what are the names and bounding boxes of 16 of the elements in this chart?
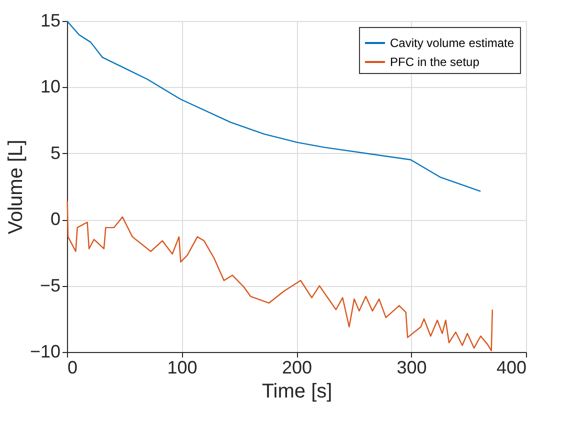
x-tick-label: 0 <box>68 358 78 378</box>
x-axis-title: Time [s] <box>262 380 332 402</box>
y-tick-label: −10 <box>30 342 60 362</box>
line-series <box>66 200 493 352</box>
y-tick-label: −5 <box>40 275 60 296</box>
y-tick-label: 10 <box>40 76 60 97</box>
y-tick-label: 5 <box>50 142 60 163</box>
x-tick-label: 300 <box>396 358 427 378</box>
y-tick-label: 15 <box>40 10 60 30</box>
y-tick-label: 0 <box>50 209 60 230</box>
legend-label: Cavity volume estimate <box>390 36 514 50</box>
x-tick-label: 100 <box>167 358 198 378</box>
x-tick-label: 200 <box>282 358 312 378</box>
x-tick-label: 400 <box>496 358 526 378</box>
y-axis-title: Volume [L] <box>4 140 27 234</box>
legend-label: PFC in the setup <box>390 55 480 69</box>
